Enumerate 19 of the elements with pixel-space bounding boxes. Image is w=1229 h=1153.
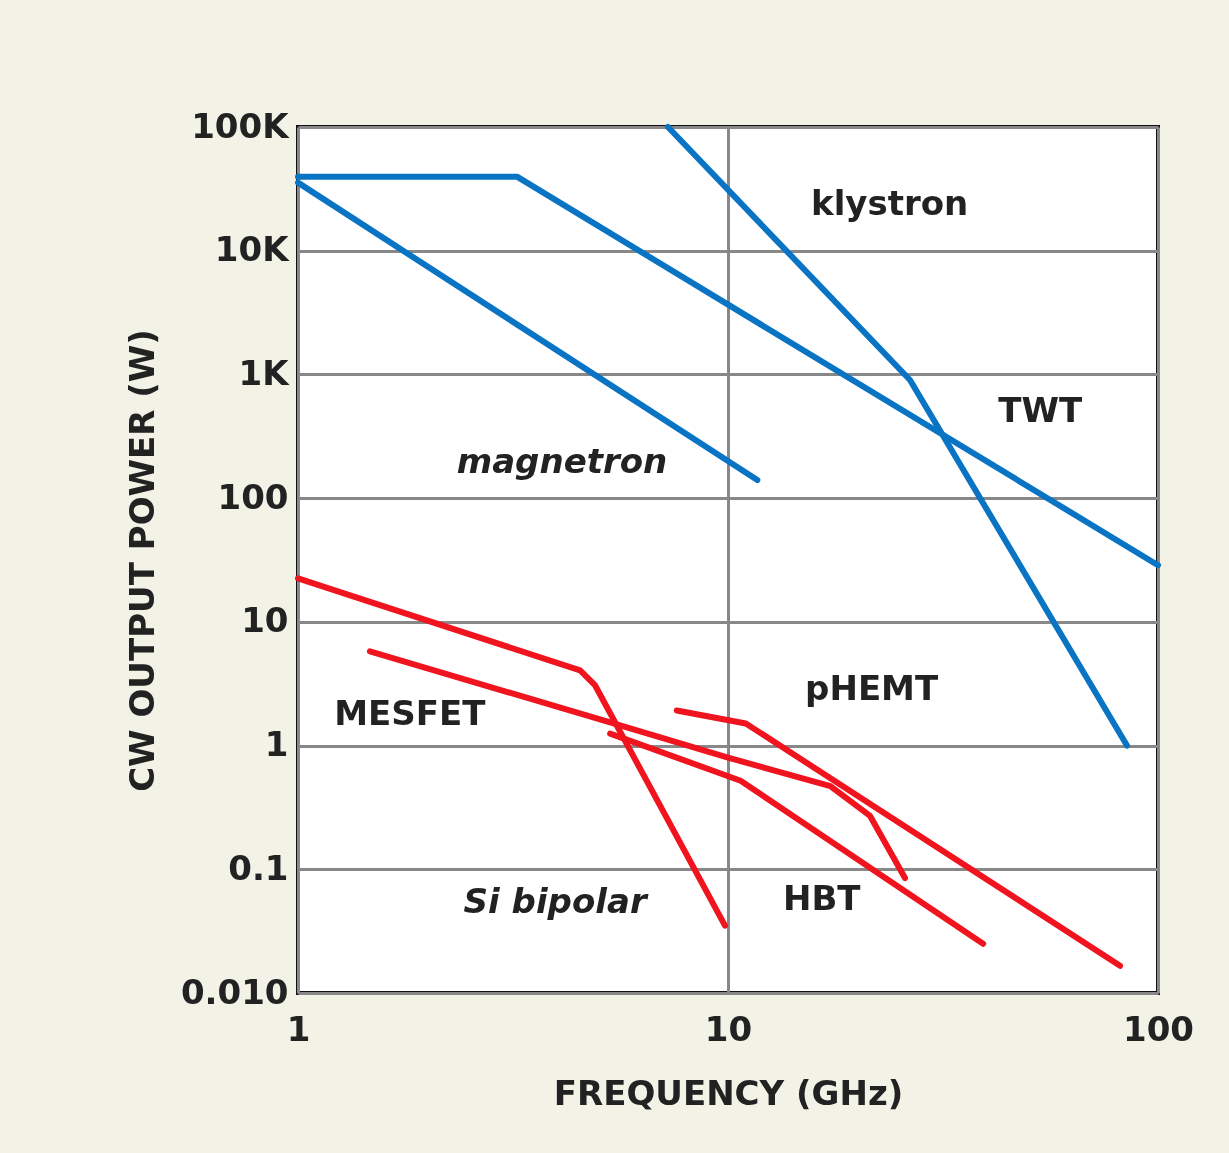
annotation: TWT	[998, 389, 1083, 430]
y-tick-label: 1	[264, 724, 289, 765]
x-tick-label: 10	[704, 1008, 753, 1049]
y-tick-label: 0.1	[228, 847, 289, 888]
annotation: MESFET	[334, 693, 487, 734]
annotation: magnetron	[456, 441, 668, 482]
y-tick-label: 100	[217, 476, 289, 517]
x-axis-title: FREQUENCY (GHz)	[553, 1072, 904, 1113]
y-tick-label: 0.010	[180, 971, 289, 1012]
annotation: klystron	[811, 182, 969, 223]
y-tick-label: 10	[241, 600, 289, 641]
annotation: HBT	[782, 878, 862, 919]
y-tick-label: 100K	[191, 105, 291, 146]
y-tick-label: 1K	[238, 352, 291, 393]
x-tick-label: 100	[1123, 1008, 1194, 1049]
annotation: Si bipolar	[463, 880, 649, 921]
y-axis-title: CW OUTPUT POWER (W)	[121, 329, 162, 792]
annotation: pHEMT	[805, 667, 939, 708]
y-tick-label: 10K	[214, 229, 291, 270]
